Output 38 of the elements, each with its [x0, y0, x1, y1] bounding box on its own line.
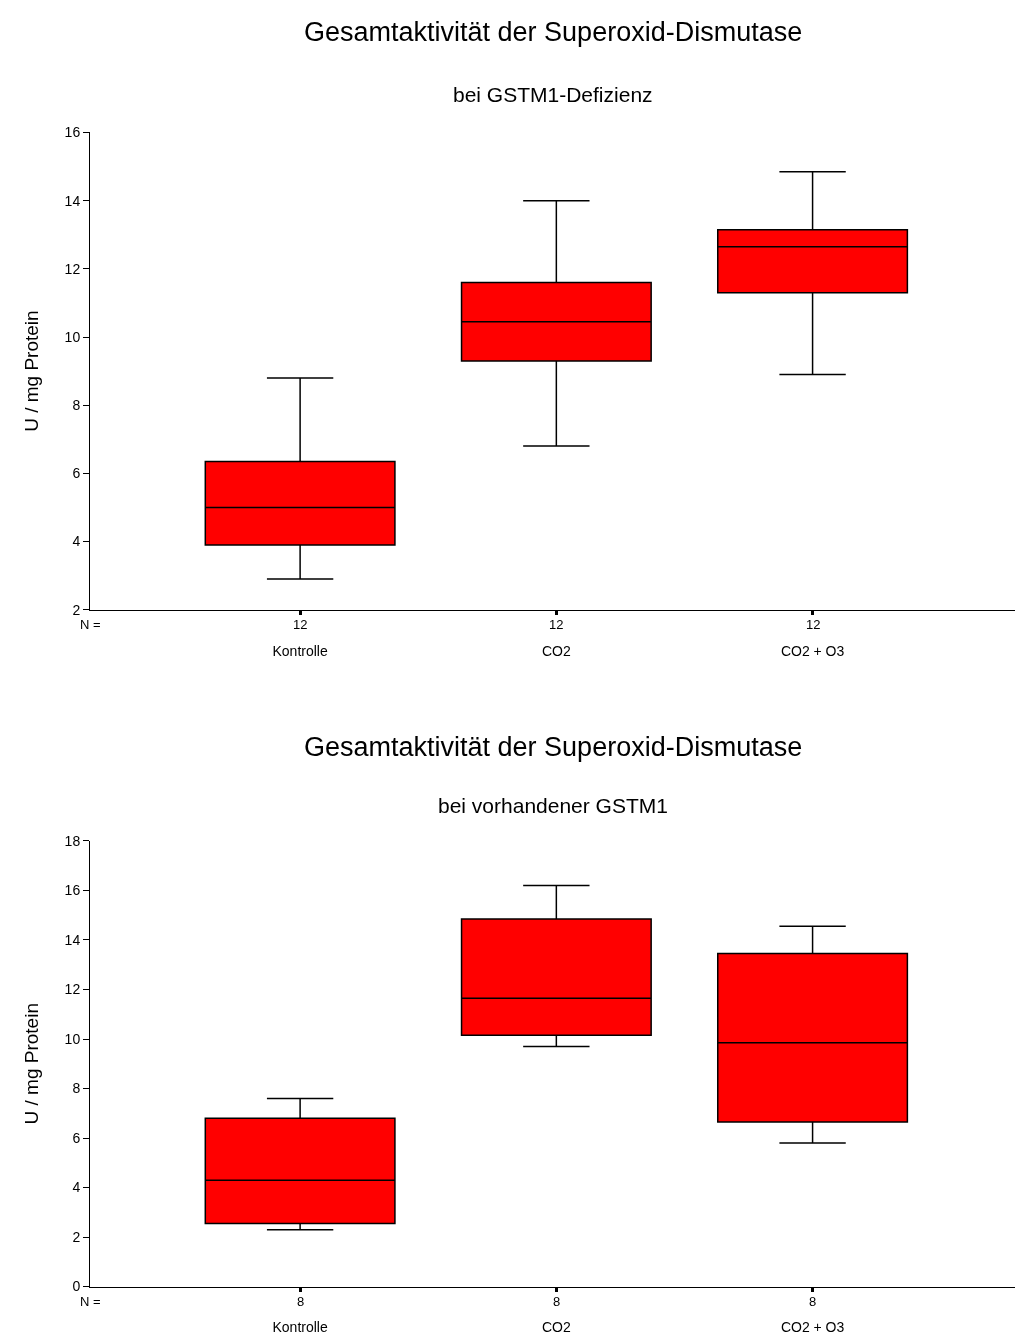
x-tick-label: CO2 + O3 — [780, 642, 845, 659]
y-axis-title: U / mg Protein — [21, 1003, 43, 1125]
y-tick-label: 8 — [72, 397, 81, 414]
y-tick-label: 12 — [64, 260, 81, 277]
x-tick-label: CO2 — [541, 642, 571, 659]
y-tick-label: 10 — [64, 1030, 81, 1047]
y-tick-label: 12 — [64, 981, 81, 998]
y-tick-label: 6 — [72, 465, 81, 482]
x-tick-label: Kontrolle — [272, 1319, 328, 1336]
x-tick-label: Kontrolle — [272, 642, 328, 659]
x-tick-label: CO2 + O3 — [780, 1319, 845, 1336]
y-tick-label: 6 — [72, 1129, 81, 1146]
y-tick-label: 4 — [72, 1179, 81, 1196]
chart-title: Gesamtaktivität der Superoxid-Dismutase — [304, 732, 803, 762]
y-tick-label: 16 — [64, 124, 81, 141]
text: N = — [80, 1294, 101, 1309]
y-tick-label: 14 — [64, 931, 81, 948]
chart-subtitle: bei GSTM1-Defizienz — [453, 83, 653, 106]
y-tick-label: 2 — [72, 1228, 81, 1245]
y-tick-label: 4 — [72, 533, 81, 550]
x-tick-label: CO2 — [541, 1319, 571, 1336]
text: 8 — [809, 1294, 817, 1309]
y-tick-label: 18 — [64, 832, 81, 849]
text: N = — [80, 617, 101, 632]
text: 8 — [553, 1294, 561, 1309]
chart-subtitle: bei vorhandener GSTM1 — [438, 794, 668, 817]
y-tick-label: 2 — [72, 601, 81, 618]
chart-title: Gesamtaktivität der Superoxid-Dismutase — [304, 17, 803, 47]
text: 12 — [293, 617, 308, 632]
y-tick-label: 8 — [72, 1080, 81, 1097]
text: 8 — [297, 1294, 305, 1309]
y-tick-label: 16 — [64, 882, 81, 899]
y-tick-label: 14 — [64, 192, 81, 209]
y-axis-title: U / mg Protein — [21, 310, 43, 432]
text: 12 — [806, 617, 821, 632]
y-tick-label: 10 — [64, 328, 81, 345]
text: 12 — [549, 617, 564, 632]
y-tick-label: 0 — [72, 1278, 81, 1295]
